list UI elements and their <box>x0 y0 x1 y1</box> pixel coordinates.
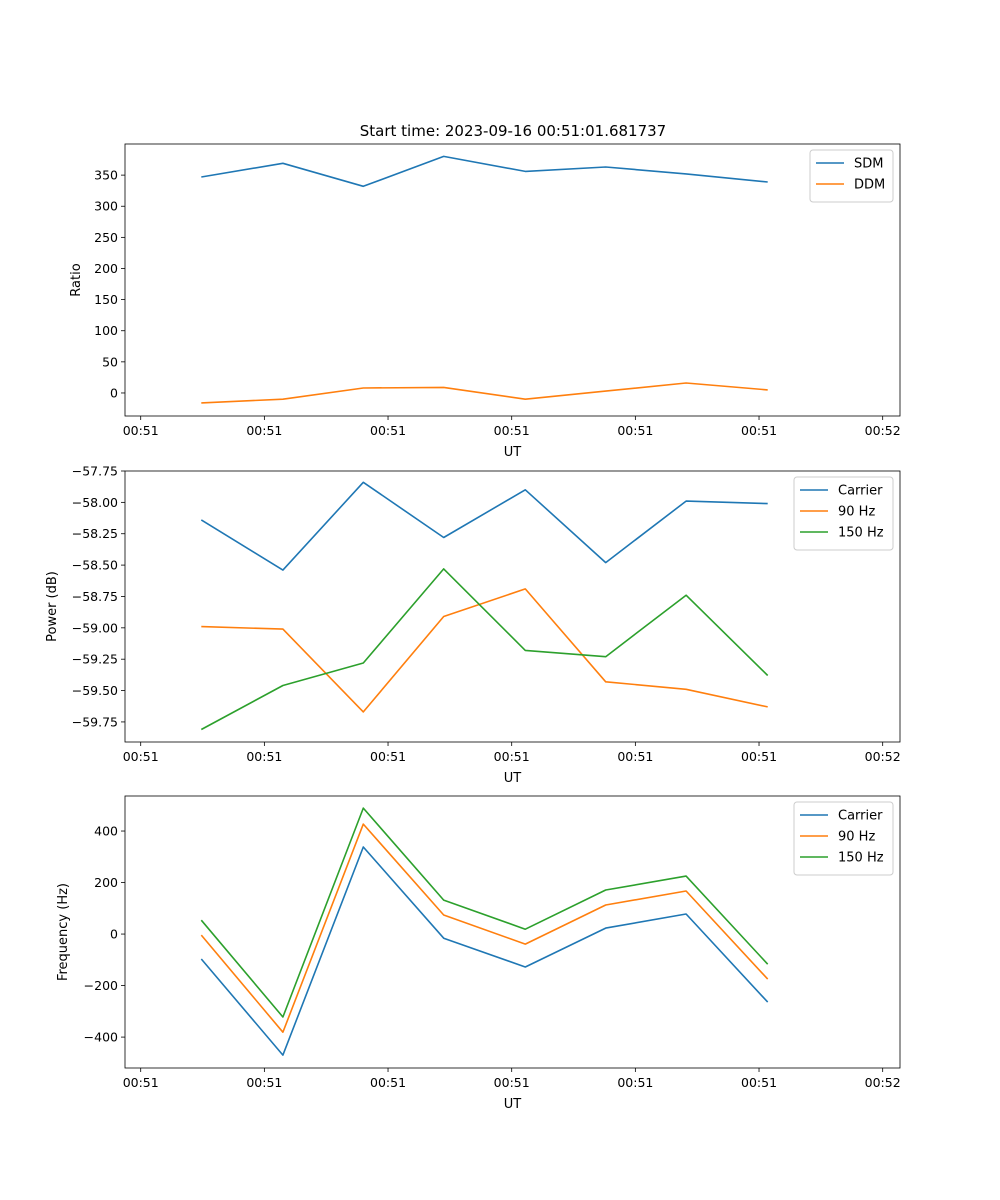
figure-title: Start time: 2023-09-16 00:51:01.681737 <box>360 122 666 140</box>
x-tick-label: 00:51 <box>123 749 159 764</box>
series-line-150-hz <box>200 568 769 731</box>
series-line-90-hz <box>201 588 768 713</box>
legend-label: 90 Hz <box>838 505 875 520</box>
axes-frame <box>124 470 901 743</box>
y-tick-label: −59.00 <box>72 620 118 635</box>
series-line-sdm <box>201 155 768 188</box>
x-tick-label: 00:51 <box>741 423 777 438</box>
series-line-90-hz <box>200 823 769 1033</box>
x-tick-label: 00:51 <box>741 749 777 764</box>
y-axis-label: Ratio <box>69 263 84 296</box>
x-tick-label: 00:51 <box>494 423 530 438</box>
series-line-carrier <box>200 846 769 1056</box>
y-tick-label: −59.75 <box>72 714 118 729</box>
x-tick-label: 00:51 <box>246 1075 282 1090</box>
y-tick-label: 0 <box>110 927 118 942</box>
y-tick-label: 100 <box>94 323 118 338</box>
y-tick-label: 150 <box>94 292 118 307</box>
legend-label: 150 Hz <box>838 526 884 541</box>
series-line-carrier <box>200 481 768 571</box>
y-tick-label: 250 <box>94 230 118 245</box>
y-tick-label: 200 <box>94 261 118 276</box>
x-tick-label: 00:51 <box>617 749 653 764</box>
y-tick-label: 350 <box>94 168 118 183</box>
y-tick-label: 400 <box>94 824 118 839</box>
y-axis-label: Power (dB) <box>45 571 60 642</box>
x-tick-label: 00:51 <box>617 1075 653 1090</box>
x-tick-label: 00:51 <box>123 423 159 438</box>
axes-frame <box>124 795 901 1069</box>
x-axis-label: UT <box>504 445 522 460</box>
y-tick-label: −58.50 <box>72 558 118 573</box>
axes-frame <box>124 143 901 417</box>
series-line-150-hz <box>200 807 769 1018</box>
x-tick-label: 00:51 <box>494 749 530 764</box>
y-tick-label: 50 <box>102 354 118 369</box>
series-line-ddm <box>201 382 768 404</box>
x-tick-label: 00:51 <box>370 423 406 438</box>
y-tick-label: 200 <box>94 875 118 890</box>
y-tick-label: −200 <box>84 978 118 993</box>
y-tick-label: −59.50 <box>72 683 118 698</box>
subplot-2: 00:51 00:51 00:51 00:51 00:51 00:51 00:52 −57.7… <box>45 464 901 787</box>
legend-label: Carrier <box>838 484 883 499</box>
x-tick-label: 00:51 <box>370 1075 406 1090</box>
y-tick-label: 300 <box>94 199 118 214</box>
legend-label: Carrier <box>838 809 883 824</box>
legend-label: DDM <box>854 178 885 193</box>
x-tick-label: 00:52 <box>865 423 901 438</box>
subplot-1: 00:51 00:51 00:51 00:51 00:51 00:51 00:52 0 50 10… <box>69 143 901 460</box>
y-tick-label: 0 <box>110 385 118 400</box>
legend: Carrier 90 Hz 150 Hz <box>793 801 894 876</box>
y-tick-label: −59.25 <box>72 652 118 667</box>
y-tick-label: −400 <box>84 1030 118 1045</box>
x-tick-label: 00:51 <box>123 1075 159 1090</box>
x-tick-label: 00:51 <box>246 423 282 438</box>
legend: SDM DDM <box>809 149 894 203</box>
x-tick-label: 00:51 <box>617 423 653 438</box>
legend-label: SDM <box>854 157 883 172</box>
x-tick-label: 00:52 <box>865 1075 901 1090</box>
y-tick-label: −58.75 <box>72 589 118 604</box>
legend-label: 150 Hz <box>838 851 884 866</box>
y-tick-label: −57.75 <box>72 464 118 479</box>
legend-label: 90 Hz <box>838 830 875 845</box>
x-tick-label: 00:51 <box>370 749 406 764</box>
y-tick-label: −58.25 <box>72 526 118 541</box>
x-tick-label: 00:51 <box>246 749 282 764</box>
x-tick-label: 00:51 <box>494 1075 530 1090</box>
legend: Carrier 90 Hz 150 Hz <box>793 476 894 551</box>
x-axis-label: UT <box>504 771 522 786</box>
x-axis-label: UT <box>504 1097 522 1112</box>
x-tick-label: 00:51 <box>741 1075 777 1090</box>
y-tick-label: −58.00 <box>72 495 118 510</box>
x-tick-label: 00:52 <box>865 749 901 764</box>
y-axis-label: Frequency (Hz) <box>56 883 71 981</box>
subplot-3: 00:51 00:51 00:51 00:51 00:51 00:51 00:52 −400 −… <box>56 795 901 1112</box>
